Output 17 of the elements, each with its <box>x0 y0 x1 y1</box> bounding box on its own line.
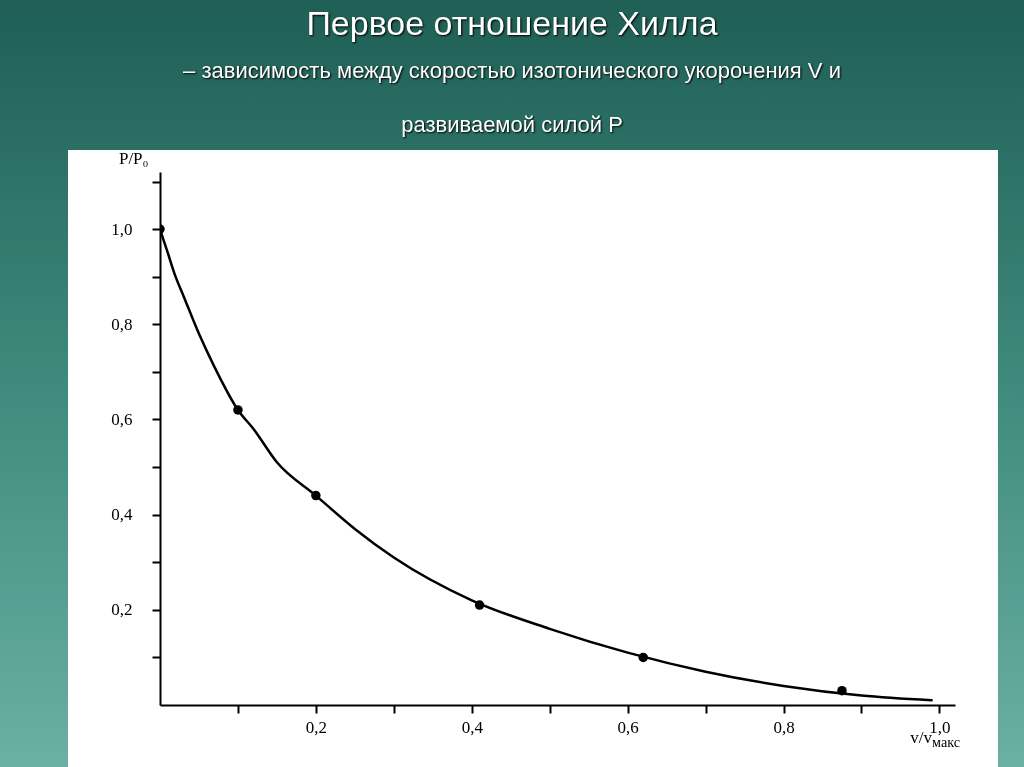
y-tick-label: 0,2 <box>111 600 133 620</box>
y-tick-label: 1,0 <box>111 219 133 239</box>
x-tick-label: 0,6 <box>617 717 639 737</box>
text: – зависимость между скоростью изотонического укорочения V и развиваемой силой P <box>183 58 841 137</box>
y-axis-title: P/P₀ <box>118 148 149 168</box>
y-tick-label: 0,6 <box>111 409 133 429</box>
point <box>233 405 243 415</box>
x-tick-label: 0,2 <box>305 717 328 737</box>
point <box>638 652 648 663</box>
x-tick-label: 0,4 <box>461 717 484 737</box>
y-tick-label: 0,8 <box>111 314 133 334</box>
point <box>474 600 485 610</box>
chart-title: Первое отношение Хилла <box>305 4 719 43</box>
x-tick-label: 0,8 <box>773 717 795 737</box>
point <box>837 685 847 696</box>
y-tick-label: 0,4 <box>111 505 133 525</box>
point <box>311 490 321 501</box>
